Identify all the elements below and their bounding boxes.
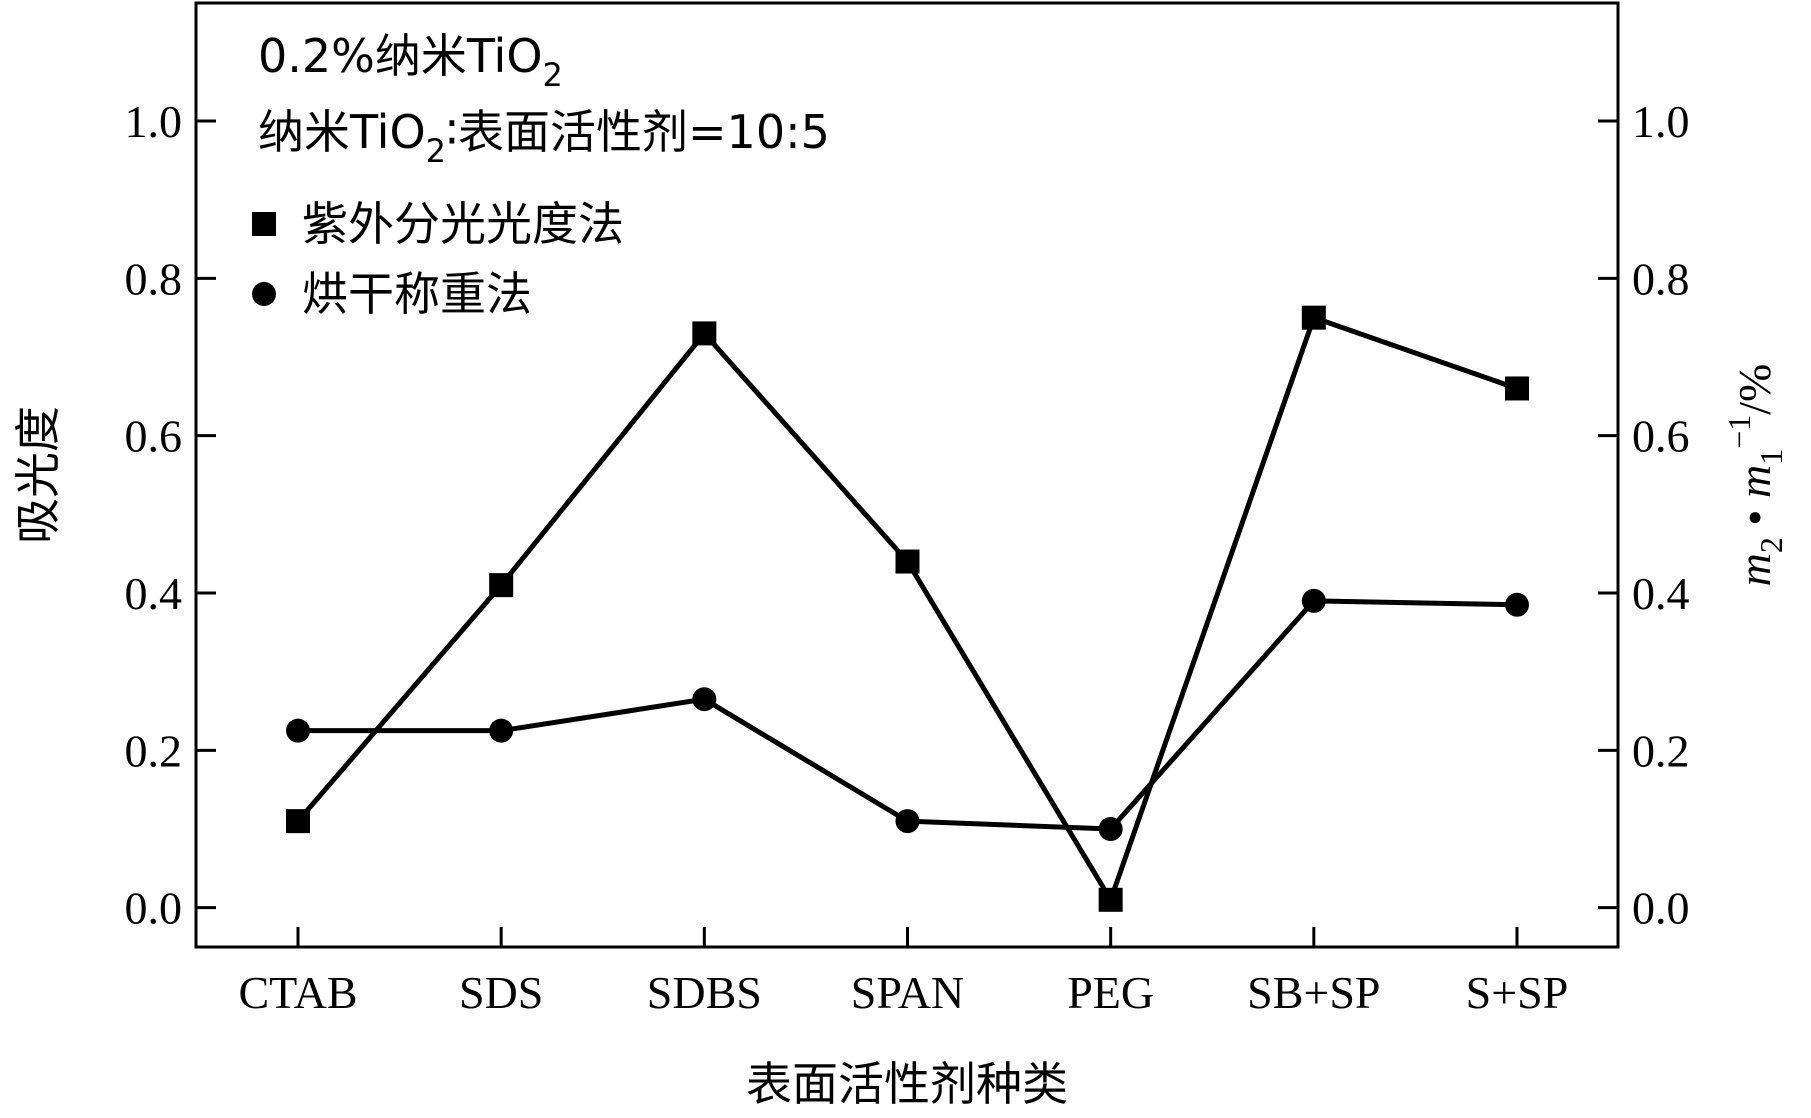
right-tick-label-4: 0.8 <box>1632 253 1690 304</box>
left-tick-label-3: 0.6 <box>125 411 183 462</box>
y2-title-unit: /% <box>1729 364 1780 415</box>
x-tick-label-4: PEG <box>1067 967 1154 1018</box>
x-axis-ticks: CTAB SDS SDBS SPAN PEG SB+SP S+SP <box>239 927 1569 1018</box>
x-tick-label-3: SPAN <box>851 967 964 1018</box>
right-axis-ticks: 0.0 0.2 0.4 0.6 0.8 1.0 <box>1598 96 1690 934</box>
series-1-point-3 <box>895 809 920 834</box>
series-1-point-0 <box>286 718 310 743</box>
y2-title-m1: m <box>1729 465 1780 498</box>
y2-title-m2: m <box>1729 553 1780 586</box>
series-1-point-1 <box>489 718 514 743</box>
legend-label-uv: 紫外分光光度法 <box>302 197 624 251</box>
annotation-line-2-prefix: 纳米TiO <box>258 105 426 159</box>
series-1-point-5 <box>1301 588 1326 613</box>
annotation-line-1: 0.2%纳米TiO2 <box>258 29 563 94</box>
x-tick-label-5: SB+SP <box>1247 967 1380 1018</box>
right-tick-label-0: 0.0 <box>1632 883 1690 934</box>
right-tick-label-1: 0.2 <box>1632 725 1690 776</box>
left-tick-label-2: 0.4 <box>125 568 183 619</box>
series-1-point-6 <box>1505 592 1529 617</box>
y2-axis-title: m2 • m1−1/% <box>1721 364 1789 587</box>
series-0-point-1 <box>489 573 514 598</box>
series-0-point-2 <box>692 321 717 346</box>
legend-label-drying: 烘干称重法 <box>302 267 532 321</box>
legend-circle-marker <box>252 282 276 306</box>
series-0-point-5 <box>1301 305 1326 330</box>
series-0-point-4 <box>1098 887 1123 912</box>
annotation-line-2-suffix: ∶表面活性剂=10:5 <box>446 105 830 159</box>
annotation-line-2: 纳米TiO2∶表面活性剂=10:5 <box>258 105 830 170</box>
left-axis-ticks: 0.0 0.2 0.4 0.6 0.8 1.0 <box>125 96 216 934</box>
right-tick-label-3: 0.6 <box>1632 411 1690 462</box>
series-line-1 <box>298 598 1518 832</box>
right-tick-label-5: 1.0 <box>1632 96 1690 147</box>
x-tick-label-1: SDS <box>459 967 543 1018</box>
series-1-point-2 <box>692 687 717 712</box>
series-layer <box>286 305 1529 912</box>
series-0-point-3 <box>895 549 920 574</box>
annotation-line-1-sub: 2 <box>543 56 563 94</box>
left-tick-label-0: 0.0 <box>125 883 183 934</box>
right-tick-label-2: 0.4 <box>1632 568 1690 619</box>
series-1-point-4 <box>1098 817 1123 841</box>
left-tick-label-4: 0.8 <box>125 253 183 304</box>
x-tick-label-6: S+SP <box>1466 967 1569 1018</box>
y2-title-dot: • <box>1729 498 1780 537</box>
legend: 紫外分光光度法 烘干称重法 <box>252 197 624 321</box>
series-0-point-6 <box>1505 376 1529 401</box>
left-tick-label-5: 1.0 <box>125 96 183 147</box>
x-tick-label-2: SDBS <box>647 967 762 1018</box>
series-0-point-0 <box>286 809 310 834</box>
y2-title-sub1: 1 <box>1753 449 1789 465</box>
annotation-line-2-sub: 2 <box>426 132 446 170</box>
y2-title-sup: −1 <box>1721 415 1757 449</box>
y-axis-title: 吸光度 <box>11 406 65 544</box>
x-axis-title: 表面活性剂种类 <box>746 1057 1068 1111</box>
x-tick-label-0: CTAB <box>239 967 358 1018</box>
legend-square-marker <box>252 212 276 236</box>
y2-title-sub2: 2 <box>1753 537 1789 553</box>
annotation-line-1-prefix: 0.2%纳米TiO <box>258 29 543 83</box>
left-tick-label-1: 0.2 <box>125 725 183 776</box>
